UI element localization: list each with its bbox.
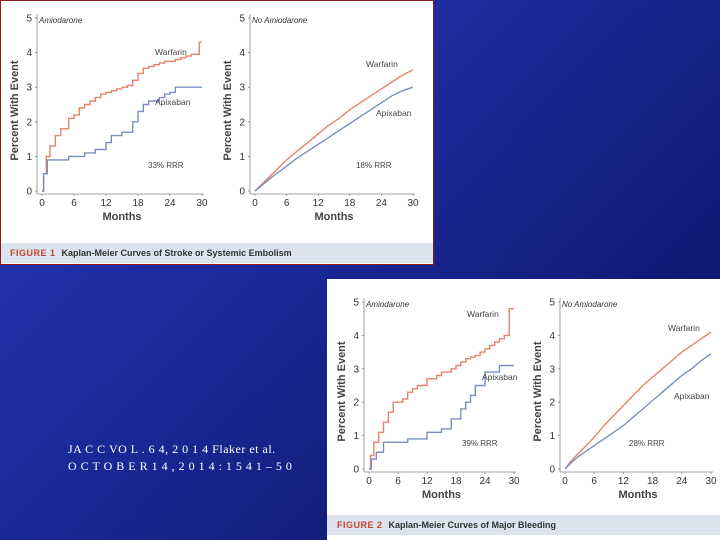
fig1-amio-y-tick-label: 4 xyxy=(26,48,32,59)
fig1-noamio-x-tick-label: 18 xyxy=(344,198,356,209)
fig1-noamio-x-tick-label: 6 xyxy=(284,198,290,209)
fig2-noamio-x-tick-label: 30 xyxy=(705,476,717,487)
fig1-amio-warfarin-label: Warfarin xyxy=(155,47,187,57)
fig1-noamio-y-tick-label: 1 xyxy=(239,152,245,163)
fig1-noamio-warfarin-line xyxy=(254,69,414,192)
fig2-amio-y-tick-label: 2 xyxy=(353,398,359,409)
fig1-amio-x-tick-label: 0 xyxy=(39,198,45,209)
fig1-noamio-rrr-annotation: 18% RRR xyxy=(356,161,392,170)
fig2-amio-x-tick-label: 6 xyxy=(395,476,401,487)
fig2-noamio-apixaban-line xyxy=(564,353,712,470)
fig1-amio-x-tick-label: 18 xyxy=(132,198,144,209)
figure-1-card: Amiodarone 0 1 2 3 4 5 0 6 12 18 24 30 Months Percent … xyxy=(0,0,434,265)
fig2-noamio-x-axis-label: Months xyxy=(618,489,657,501)
fig2-noamio-y-axis-label: Percent With Event xyxy=(532,341,544,441)
citation-line-2: O C T O B E R 1 4 , 2 0 1 4 : 1 5 4 1 – … xyxy=(68,459,293,473)
fig2-amio-y-tick-label: 3 xyxy=(353,364,359,375)
citation-line-1: JA C C VO L . 6 4, 2 0 1 4 Flaker et al. xyxy=(68,442,276,456)
fig1-noamio-y-tick-label: 3 xyxy=(239,83,245,94)
fig2-amio-x-tick-label: 24 xyxy=(479,476,491,487)
fig1-noamio-y-axis-label: Percent With Event xyxy=(222,60,234,160)
fig2-noamio-y-tick-label: 2 xyxy=(549,398,555,409)
fig1-noamio-y-tick-label: 5 xyxy=(239,14,245,25)
fig2-noamio-x-tick-label: 6 xyxy=(591,476,597,487)
fig2-noamio-x-tick-label: 12 xyxy=(618,476,630,487)
fig2-amio-y-tick-label: 1 xyxy=(353,431,359,442)
figure-1-caption: FIGURE 1 Kaplan-Meier Curves of Stroke o… xyxy=(0,243,434,263)
fig2-noamio-panel-title: No Amiodarone xyxy=(562,300,618,309)
figure-2-caption: FIGURE 2 Kaplan-Meier Curves of Major Bl… xyxy=(327,515,720,535)
fig1-amio-x-tick-label: 12 xyxy=(100,198,112,209)
fig2-noamio-y-tick-label: 4 xyxy=(549,331,555,342)
fig2-noamio-x-tick-label: 0 xyxy=(562,476,568,487)
fig1-noamio-y-tick-label: 0 xyxy=(239,187,245,198)
fig1-noamio-x-tick-label: 0 xyxy=(252,198,258,209)
fig1-amio-x-tick-label: 6 xyxy=(71,198,77,209)
fig2-amio-y-tick-label: 4 xyxy=(353,331,359,342)
fig1-amio-y-tick-label: 1 xyxy=(26,152,32,163)
fig2-amio-x-tick-label: 0 xyxy=(366,476,372,487)
fig2-noamio-apixaban-label: Apixaban xyxy=(674,391,710,401)
fig2-amio-panel-title: Amiodarone xyxy=(365,300,410,309)
fig2-amio-y-tick-label: 0 xyxy=(353,465,359,476)
fig2-noamio-y-tick-label: 0 xyxy=(549,465,555,476)
fig2-amio-x-tick-label: 18 xyxy=(450,476,462,487)
fig1-noamio-y-tick-label: 4 xyxy=(239,48,245,59)
fig2-noamio-x-tick-label: 18 xyxy=(647,476,659,487)
fig1-amio-warfarin-line xyxy=(42,41,202,192)
fig2-noamio-rrr-annotation: 28% RRR xyxy=(629,439,665,448)
fig1-noamio-apixaban-label: Apixaban xyxy=(376,108,412,118)
fig2-amio-apixaban-label: Apixaban xyxy=(482,372,518,382)
figure-2-card: Amiodarone 0 1 2 3 4 5 0 6 12 18 24 30 Months Percent … xyxy=(327,279,720,540)
fig2-amio-y-tick-label: 5 xyxy=(353,298,359,309)
fig2-amio-x-axis-label: Months xyxy=(422,489,461,501)
fig1-amio-y-tick-label: 3 xyxy=(26,83,32,94)
figure-2-title: Kaplan-Meier Curves of Major Bleeding xyxy=(388,520,557,530)
fig2-amio-y-axis-label: Percent With Event xyxy=(336,341,348,441)
fig1-amio-y-tick-label: 0 xyxy=(26,187,32,198)
fig2-amio-x-tick-label: 30 xyxy=(508,476,520,487)
fig1-noamio-y-tick-label: 2 xyxy=(239,117,245,128)
fig2-amio-rrr-annotation: 39% RRR xyxy=(462,439,498,448)
figure-1-label: FIGURE 1 xyxy=(10,248,56,258)
fig2-amio-warfarin-label: Warfarin xyxy=(467,309,499,319)
fig1-noamio-x-tick-label: 30 xyxy=(407,198,419,209)
fig1-noamio-x-tick-label: 12 xyxy=(313,198,325,209)
fig2-noamio-x-tick-label: 24 xyxy=(676,476,688,487)
fig2-noamio-warfarin-line xyxy=(564,331,712,470)
fig1-noamio-panel-title: No Amiodarone xyxy=(252,16,308,25)
fig1-amio-y-axis-label: Percent With Event xyxy=(9,60,21,160)
fig1-amio-y-tick-label: 5 xyxy=(26,14,32,25)
fig2-amio-x-tick-label: 12 xyxy=(421,476,433,487)
fig1-amio-apixaban-label: Apixaban xyxy=(155,97,191,107)
figure-1-title: Kaplan-Meier Curves of Stroke or Systemi… xyxy=(61,248,292,258)
fig1-amio-x-tick-label: 30 xyxy=(196,198,208,209)
figure-2-label: FIGURE 2 xyxy=(337,520,383,530)
fig1-amio-x-axis-label: Months xyxy=(102,211,141,223)
fig1-amio-y-tick-label: 2 xyxy=(26,117,32,128)
fig2-noamio-y-tick-label: 1 xyxy=(549,431,555,442)
fig2-amio-apixaban-line xyxy=(369,364,514,470)
fig1-noamio-x-axis-label: Months xyxy=(314,211,353,223)
fig2-amio-warfarin-line xyxy=(369,308,514,470)
fig1-noamio-warfarin-label: Warfarin xyxy=(366,59,398,69)
fig2-noamio-y-tick-label: 5 xyxy=(549,298,555,309)
fig1-noamio-x-tick-label: 24 xyxy=(376,198,388,209)
fig2-noamio-y-tick-label: 3 xyxy=(549,364,555,375)
citation: JA C C VO L . 6 4, 2 0 1 4 Flaker et al.… xyxy=(68,441,318,475)
fig1-amio-x-tick-label: 24 xyxy=(164,198,176,209)
fig2-noamio-warfarin-label: Warfarin xyxy=(668,323,700,333)
fig1-amio-apixaban-line xyxy=(42,86,202,192)
fig1-amio-rrr-annotation: 33% RRR xyxy=(148,161,184,170)
fig1-amio-panel-title: Amiodarone xyxy=(38,16,83,25)
fig1-noamio-apixaban-line xyxy=(254,86,414,192)
